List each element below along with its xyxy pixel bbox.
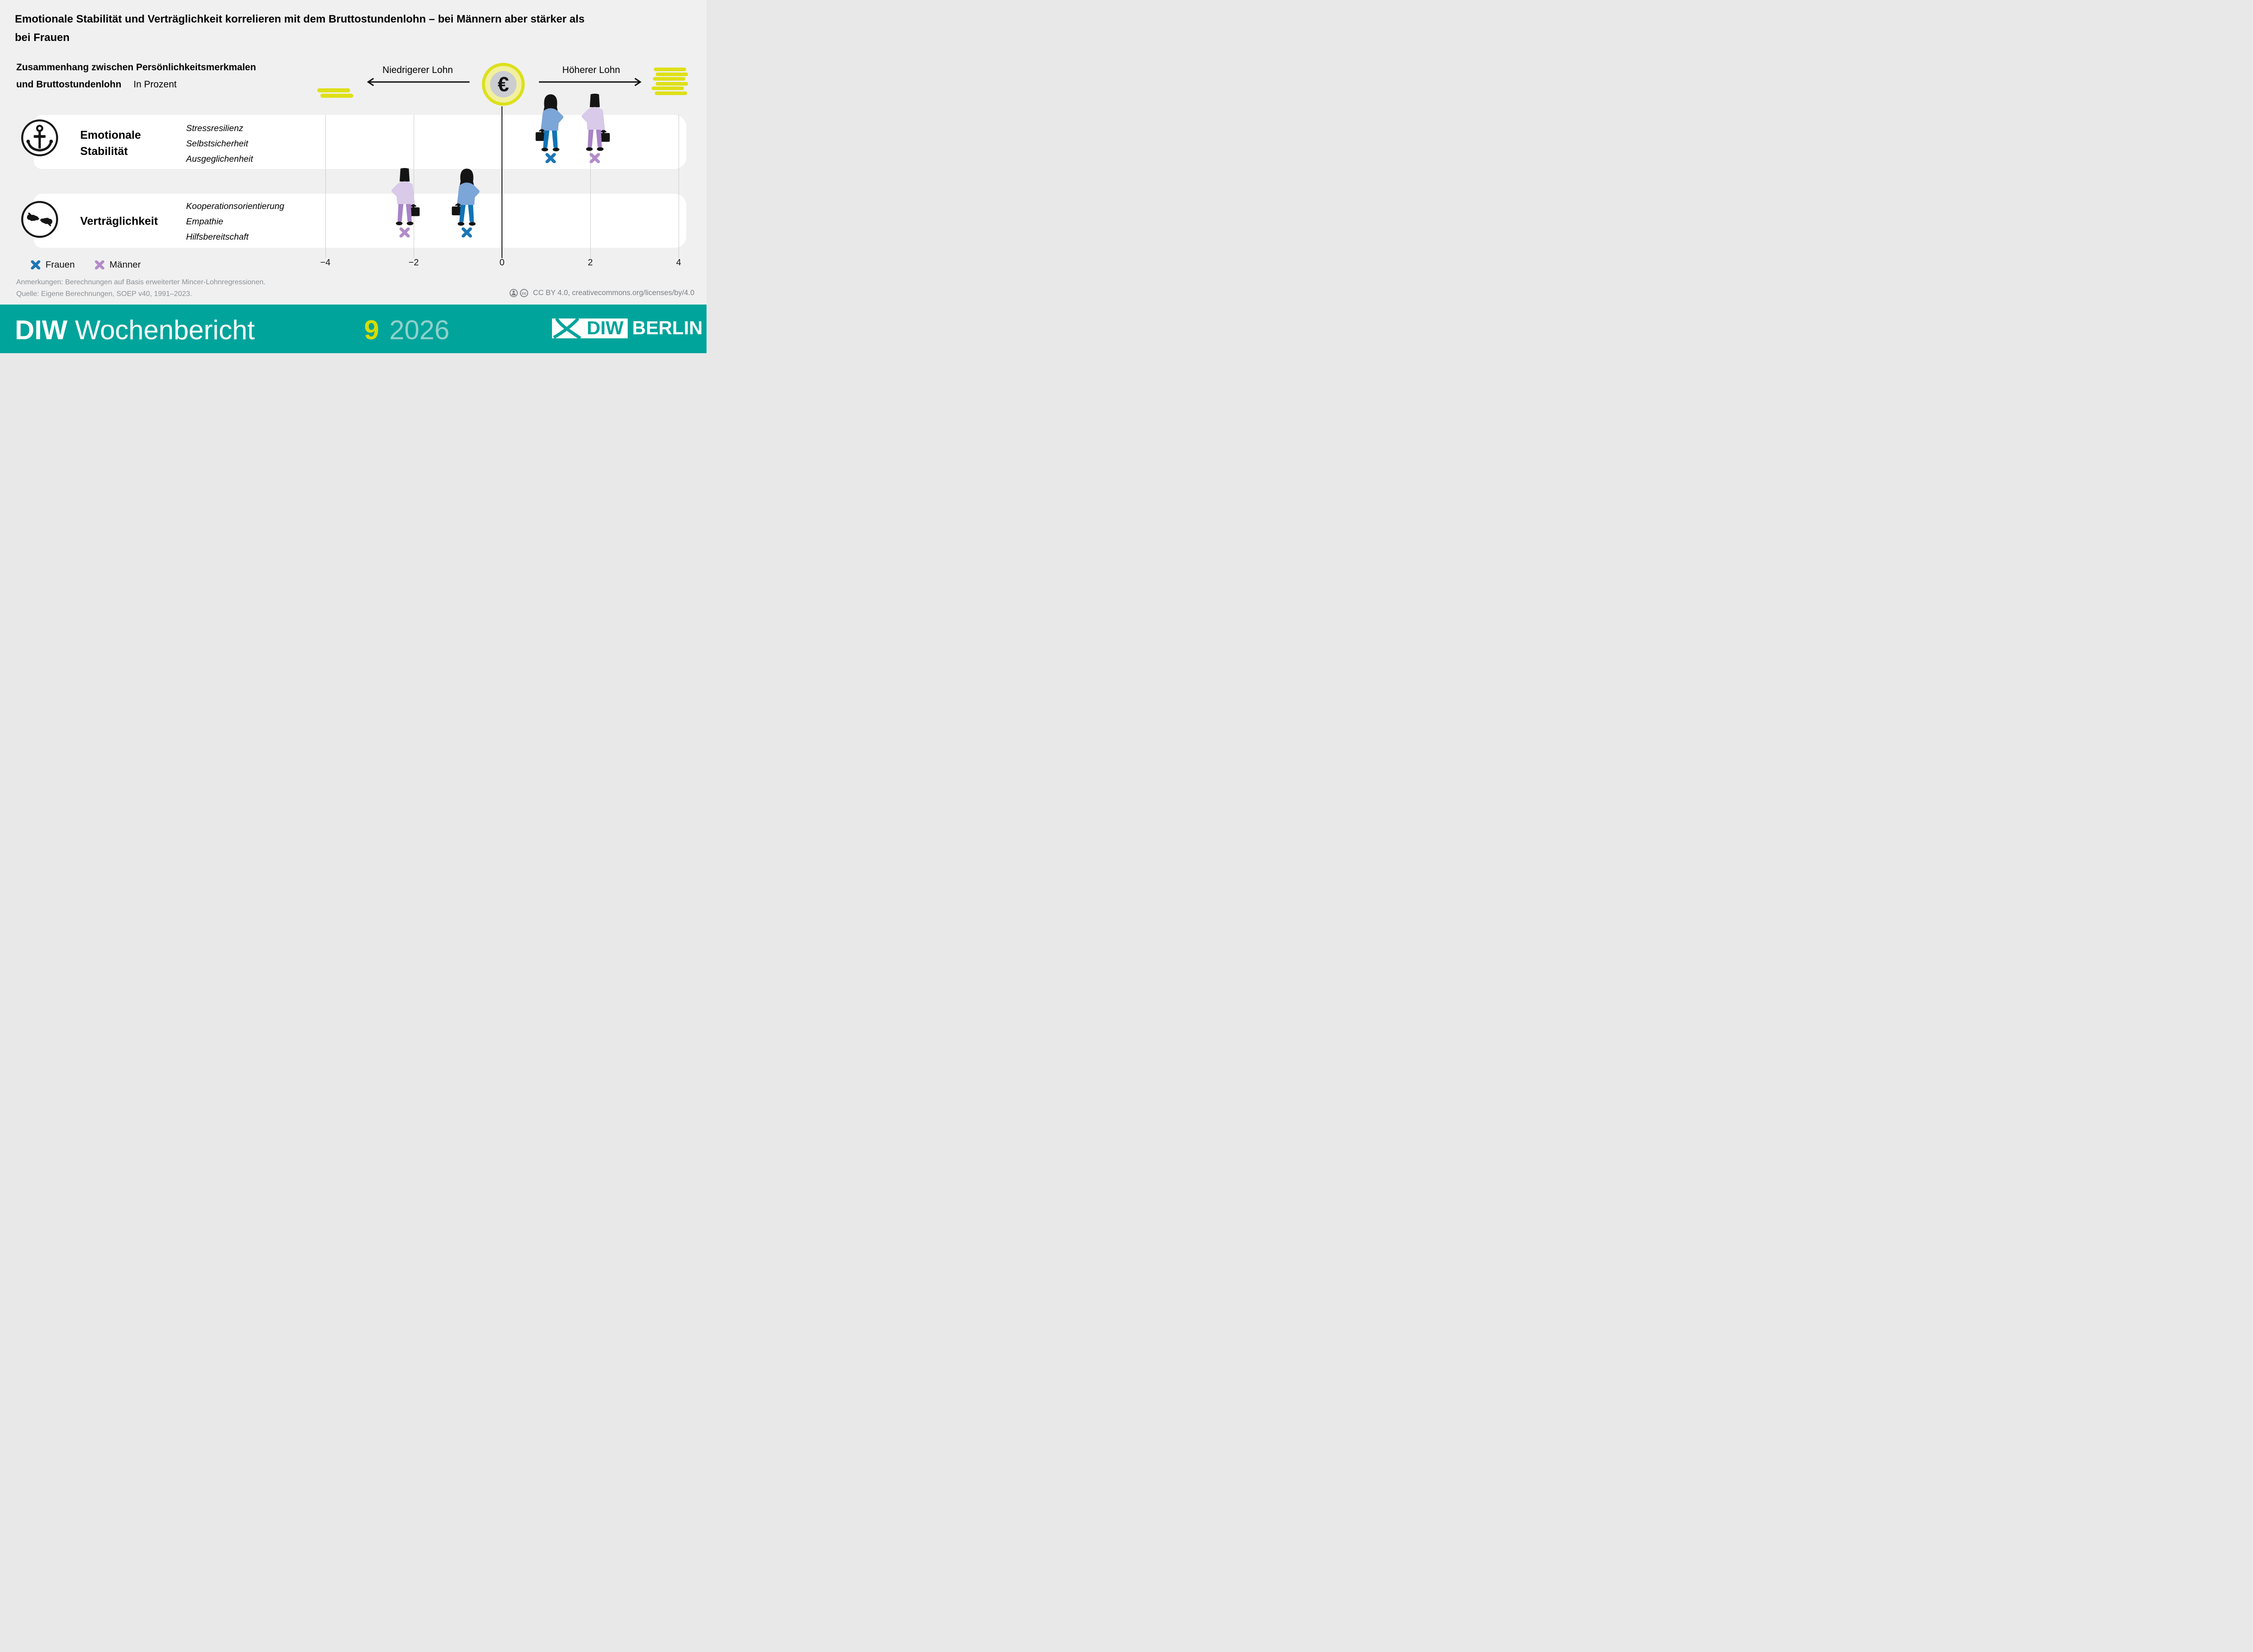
issue-year: 2026 — [389, 315, 450, 345]
row-label-vertraeglichkeit: Verträglichkeit — [80, 215, 158, 228]
coin-stack-small-icon — [317, 88, 350, 92]
row-card-emotionale-stabilitaet — [34, 115, 686, 169]
diw-berlin-logo: DIW BERLIN — [552, 319, 702, 338]
license-text: CC BY 4.0, creativecommons.org/licenses/… — [533, 289, 694, 297]
axis-tick-4: 4 — [676, 258, 681, 268]
arrow-right-icon — [539, 77, 642, 86]
subtitle-line-1: Zusammenhang zwischen Persönlichkeitsmer… — [16, 62, 256, 73]
anchor-icon — [20, 118, 59, 158]
x-marker-frauen-icon — [31, 260, 41, 269]
lower-wage-label: Niedrigerer Lohn — [382, 65, 453, 75]
trait-item: Selbstsicherheit — [186, 139, 248, 149]
trait-item: Empathie — [186, 217, 223, 227]
coin-stack-small-icon — [320, 94, 353, 98]
legend: Frauen Männer — [31, 259, 160, 270]
chart-subtitle: Zusammenhang zwischen Persönlichkeitsmer… — [16, 59, 256, 93]
row-card-vertraeglichkeit — [34, 194, 686, 248]
plot-area: −4 −2 0 2 4 — [0, 0, 707, 353]
axis-tick-−2: −2 — [408, 258, 419, 268]
trait-item: Kooperationsorientierung — [186, 201, 284, 211]
legend-item-maenner: Männer — [95, 259, 141, 270]
trait-item: Hilfsbereitschaft — [186, 232, 249, 242]
coin-stack-large-icon — [656, 82, 688, 86]
subtitle-line-2: und Bruttostundenlohn — [16, 79, 122, 90]
page-title: Emotionale Stabilität und Verträglichkei… — [15, 10, 584, 47]
trait-list-emotionale-stabilitaet: Stressresilienz Selbstsicherheit Ausgegl… — [186, 121, 253, 167]
axis-tick-2: 2 — [588, 258, 593, 268]
axis-tick-−4: −4 — [320, 258, 331, 268]
footnotes: Anmerkungen: Berechnungen auf Basis erwe… — [16, 277, 265, 300]
legend-label-frauen: Frauen — [46, 259, 75, 270]
trait-item: Ausgeglichenheit — [186, 154, 253, 164]
cc-attribution-icon: cc — [509, 288, 530, 298]
euro-coin-icon: € — [482, 63, 525, 106]
euro-symbol: € — [497, 73, 509, 96]
coin-stack-large-icon — [653, 77, 685, 81]
legend-item-frauen: Frauen — [31, 259, 75, 270]
axis-tick-0: 0 — [499, 258, 505, 268]
coin-stack-large-icon — [655, 91, 687, 95]
publication-name: DIW Wochenbericht — [15, 317, 255, 344]
trait-item: Stressresilienz — [186, 123, 243, 133]
unit-label: In Prozent — [133, 79, 177, 90]
infographic-page: Emotionale Stabilität und Verträglichkei… — [0, 0, 707, 353]
coin-stack-large-icon — [652, 86, 684, 90]
issue-number: 9 — [364, 315, 379, 345]
title-line-2: bei Frauen — [15, 32, 70, 44]
x-marker-maenner-icon — [95, 260, 105, 269]
higher-wage-label: Höherer Lohn — [562, 65, 620, 75]
note-quelle: Quelle: Eigene Berechnungen, SOEP v40, 1… — [16, 290, 192, 298]
brand-diw: DIW — [15, 315, 68, 345]
logo-berlin-text: BERLIN — [632, 319, 702, 338]
note-anmerkungen: Anmerkungen: Berechnungen auf Basis erwe… — [16, 278, 266, 286]
title-line-1: Emotionale Stabilität und Verträglichkei… — [15, 13, 585, 25]
footer-bar: DIW Wochenbericht 9 2026 DIW BERLIN — [0, 305, 707, 353]
row-label-emotionale-stabilitaet: Emotionale Stabilität — [80, 129, 141, 158]
coin-stack-large-icon — [656, 72, 688, 76]
hands-icon — [20, 200, 59, 239]
arrow-left-icon — [367, 77, 470, 86]
svg-text:cc: cc — [521, 291, 526, 296]
brand-wochenbericht: Wochenbericht — [75, 315, 255, 345]
license-line: cc CC BY 4.0, creativecommons.org/licens… — [509, 288, 694, 298]
coin-stack-large-icon — [654, 68, 686, 71]
legend-label-maenner: Männer — [109, 259, 141, 270]
trait-list-vertraeglichkeit: Kooperationsorientierung Empathie Hilfsb… — [186, 199, 284, 245]
logo-diw-text: DIW — [587, 319, 624, 338]
